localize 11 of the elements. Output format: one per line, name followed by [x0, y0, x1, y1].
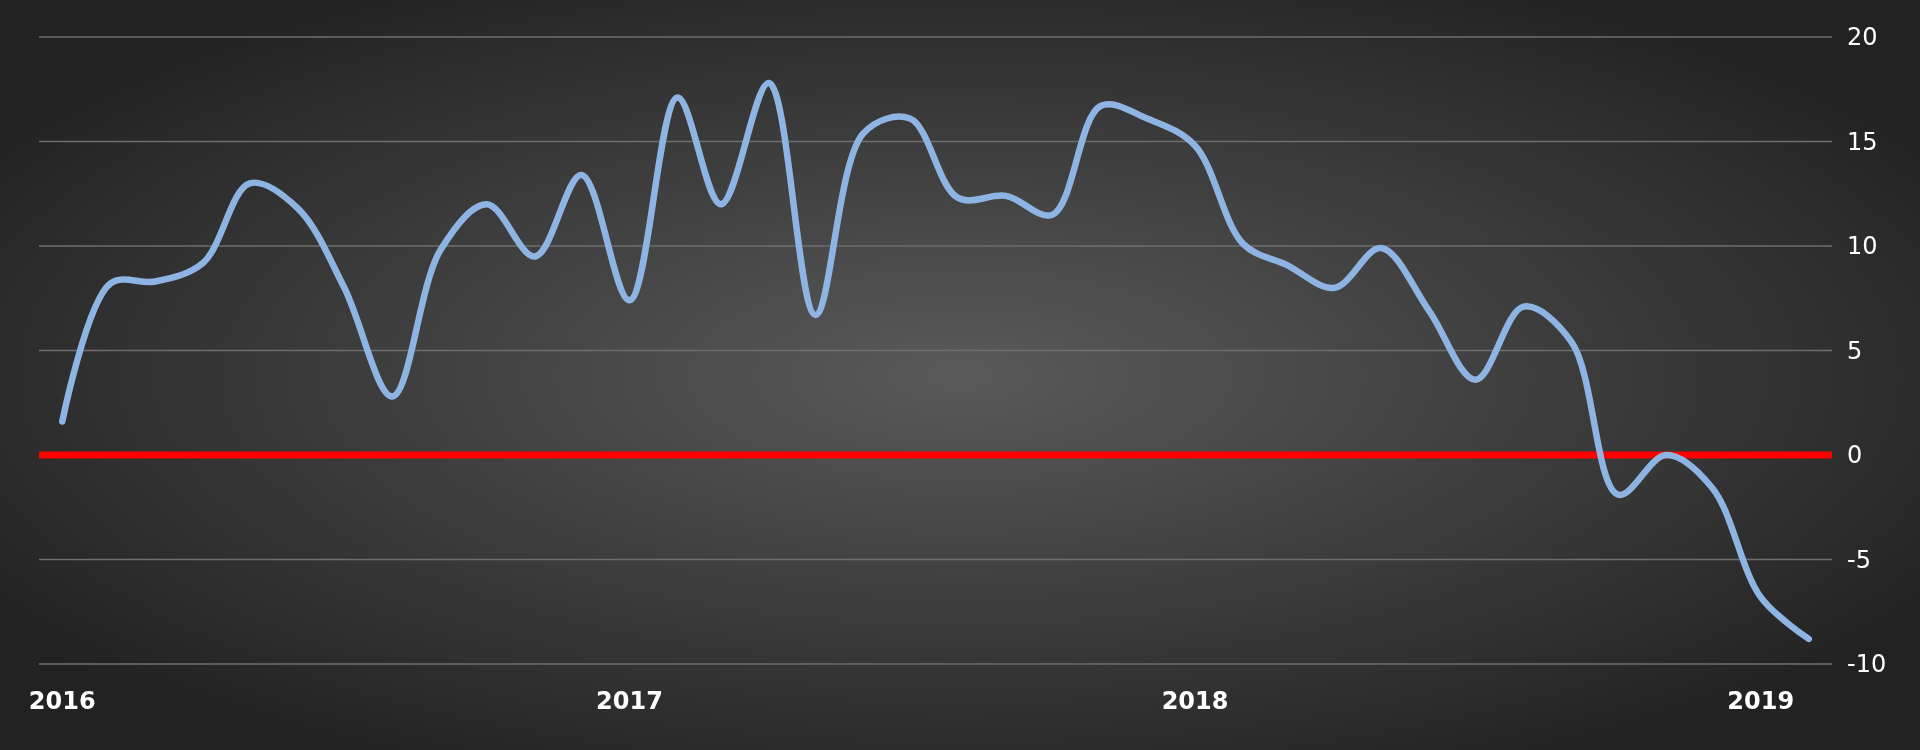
x-tick-label: 2018	[1161, 687, 1229, 715]
y-tick-label: 10	[1847, 232, 1878, 261]
x-tick-label: 2019	[1727, 687, 1795, 715]
x-tick-label: 2016	[28, 687, 96, 715]
y-tick-label: 0	[1847, 441, 1863, 470]
y-tick-label: -5	[1847, 545, 1871, 574]
y-tick-label: 15	[1847, 127, 1878, 156]
y-tick-label: 5	[1847, 336, 1863, 365]
x-tick-label: 2017	[596, 687, 663, 715]
y-tick-label: 20	[1847, 23, 1878, 52]
y-tick-label: -10	[1847, 650, 1887, 679]
